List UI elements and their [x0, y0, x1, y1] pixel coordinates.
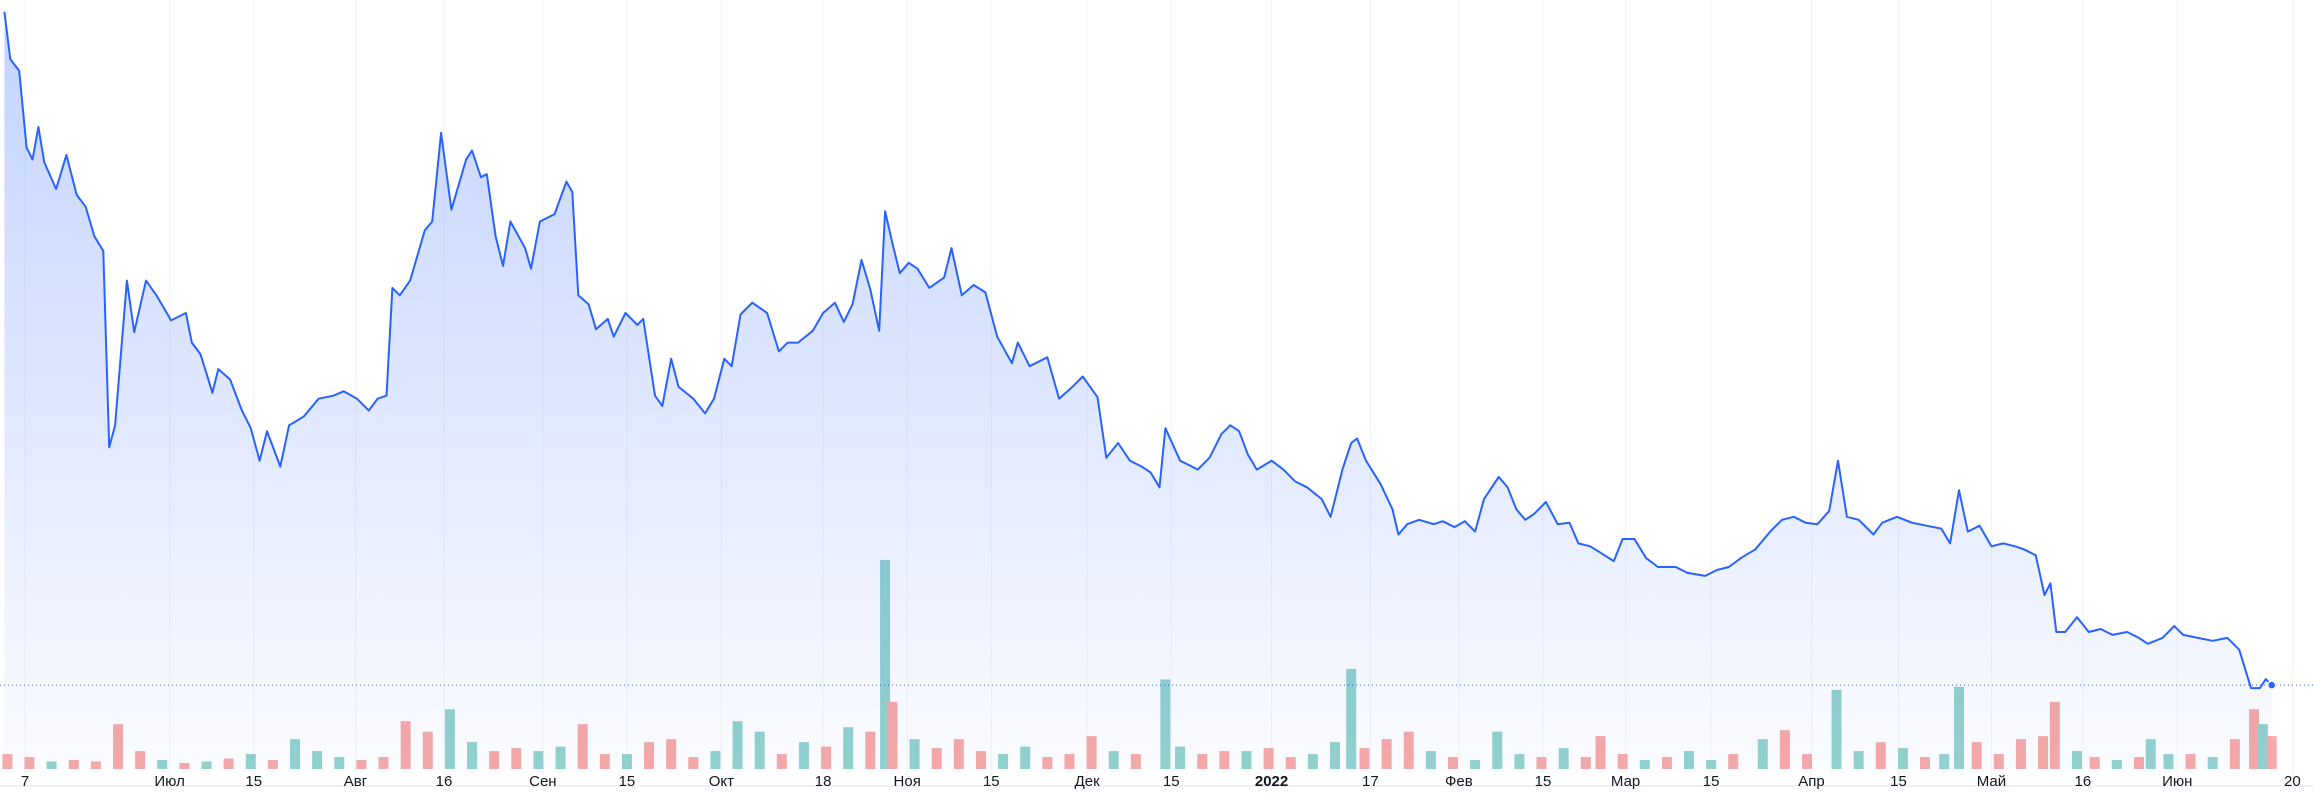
- x-tick-label: Май: [1977, 773, 2006, 790]
- x-tick-label: Авг: [344, 773, 368, 790]
- x-tick-label: 15: [1535, 773, 1552, 790]
- x-tick-label: Окт: [709, 773, 734, 790]
- last-price-dot: [2266, 680, 2277, 690]
- x-tick-label: Июл: [154, 773, 184, 790]
- x-tick-label: 7: [21, 773, 29, 790]
- price-line: [3, 11, 2273, 690]
- x-tick-label: Мар: [1611, 773, 1640, 790]
- x-tick-label: 15: [1703, 773, 1720, 790]
- x-tick-label: 15: [1163, 773, 1180, 790]
- x-tick-label: 15: [245, 773, 262, 790]
- x-tick-label: 17: [1362, 773, 1379, 790]
- x-tick-label: 16: [2075, 773, 2092, 790]
- x-tick-label: Сен: [529, 773, 556, 790]
- x-tick-label: 15: [1890, 773, 1907, 790]
- price-area: [4, 11, 2272, 770]
- x-tick-label: Дек: [1075, 773, 1101, 790]
- x-tick-label: Апр: [1798, 773, 1824, 790]
- x-tick-label: 20: [2284, 773, 2301, 790]
- x-tick-label: 15: [983, 773, 1000, 790]
- x-tick-label: Фев: [1445, 773, 1473, 790]
- x-tick-label: 18: [815, 773, 832, 790]
- x-tick-label: 16: [436, 773, 453, 790]
- x-tick-label: Ноя: [894, 773, 921, 790]
- x-tick-label: 15: [619, 773, 636, 790]
- x-tick-label: 2022: [1255, 773, 1288, 790]
- x-tick-label: Июн: [2162, 773, 2192, 790]
